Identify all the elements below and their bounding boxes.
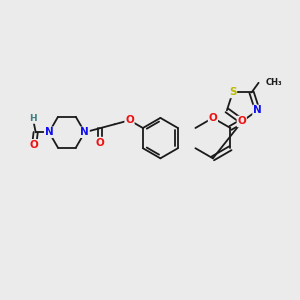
Text: O: O — [30, 140, 39, 150]
Text: N: N — [45, 127, 53, 137]
Text: N: N — [253, 105, 262, 116]
Text: O: O — [95, 137, 104, 148]
Text: O: O — [208, 113, 217, 123]
Text: N: N — [80, 127, 89, 137]
Text: O: O — [125, 115, 134, 125]
Text: S: S — [229, 87, 236, 98]
Text: H: H — [29, 114, 37, 123]
Text: CH₃: CH₃ — [266, 78, 283, 87]
Text: O: O — [237, 116, 246, 127]
